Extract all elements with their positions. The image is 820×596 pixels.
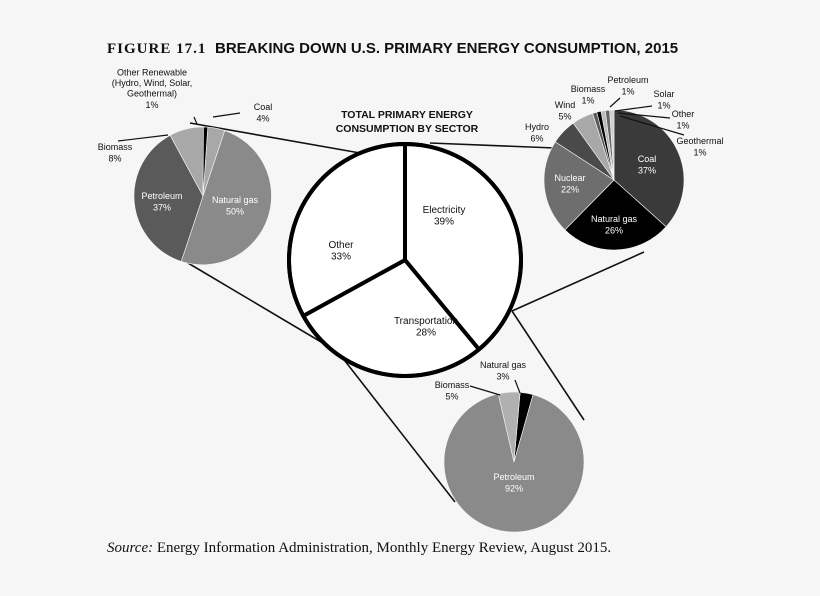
other-value-biomass: 8%	[108, 154, 121, 164]
other-label-other-renewable-hydro-wind-solar-geothermal: Other Renewable	[117, 68, 187, 78]
pie-transportation	[443, 391, 585, 533]
transportation-label-biomass: Biomass	[435, 380, 470, 390]
electricity-leader-solar	[614, 105, 653, 112]
pie-electricity	[543, 109, 685, 251]
transportation-leader-biomass	[469, 385, 501, 396]
other-slice-natural-gas	[180, 130, 272, 266]
total-title: CONSUMPTION BY SECTOR	[336, 123, 479, 135]
other-value-coal: 4%	[256, 114, 269, 124]
transportation-label-petroleum: Petroleum	[493, 472, 534, 482]
electricity-label-solar: Solar	[653, 89, 674, 99]
connector-line	[511, 251, 645, 312]
total-value-electricity: 39%	[434, 217, 454, 228]
connector-line	[187, 262, 339, 353]
electricity-label-biomass: Biomass	[571, 84, 606, 94]
transportation-slice-petroleum	[443, 393, 585, 533]
source-note: Source: Energy Information Administratio…	[107, 540, 611, 557]
source-text: Energy Information Administration, Month…	[156, 540, 612, 556]
electricity-slice-nuclear	[543, 141, 615, 231]
other-value-petroleum: 37%	[153, 203, 171, 213]
electricity-label-hydro: Hydro	[525, 122, 549, 132]
electricity-label-geothermal: Geothermal	[676, 136, 723, 146]
other-leader-other-renewable-hydro-wind-solar-geothermal	[193, 116, 198, 125]
other-label-petroleum: Petroleum	[141, 191, 182, 201]
electricity-value-nuclear: 22%	[561, 185, 579, 195]
figure-label: FIGURE 17.1	[107, 41, 206, 57]
electricity-label-natural-gas: Natural gas	[591, 214, 638, 224]
other-label-biomass: Biomass	[98, 142, 133, 152]
electricity-value-other: 1%	[676, 121, 689, 131]
other-leader-coal	[212, 112, 241, 118]
electricity-label-coal: Coal	[638, 154, 657, 164]
electricity-value-biomass: 1%	[581, 96, 594, 106]
connector-line	[511, 310, 585, 421]
electricity-leader-petroleum	[609, 97, 621, 108]
pie-other	[133, 126, 272, 266]
electricity-leader-other	[617, 112, 671, 119]
total-label-electricity: Electricity	[423, 205, 466, 216]
pie-labels: Electricity39%Transportation28%Other33%T…	[98, 68, 724, 494]
other-label-coal: Coal	[254, 102, 273, 112]
electricity-value-geothermal: 1%	[693, 148, 706, 158]
electricity-label-wind: Wind	[555, 100, 576, 110]
other-value-natural-gas: 50%	[226, 207, 244, 217]
transportation-leader-natural-gas	[514, 379, 521, 394]
total-value-other: 33%	[331, 252, 351, 263]
electricity-slice-coal	[613, 109, 685, 228]
transportation-label-natural-gas: Natural gas	[480, 360, 527, 370]
electricity-label-other: Other	[672, 109, 695, 119]
connector-line	[429, 142, 556, 149]
transportation-value-natural-gas: 3%	[496, 372, 509, 382]
other-leader-biomass	[117, 134, 169, 142]
electricity-slice-geothermal	[609, 109, 615, 181]
electricity-value-solar: 1%	[657, 101, 670, 111]
other-label-other-renewable-hydro-wind-solar-geothermal: Geothermal)	[127, 89, 177, 99]
total-value-transportation: 28%	[416, 328, 436, 339]
electricity-value-wind: 5%	[558, 112, 571, 122]
other-value-other-renewable-hydro-wind-solar-geothermal: 1%	[145, 100, 158, 110]
connector-lines	[187, 122, 645, 503]
pie-charts	[133, 109, 685, 533]
transportation-value-petroleum: 92%	[505, 484, 523, 494]
total-title: TOTAL PRIMARY ENERGY	[341, 109, 473, 121]
electricity-label-petroleum: Petroleum	[607, 75, 648, 85]
electricity-value-hydro: 6%	[530, 134, 543, 144]
total-pie-outline	[287, 142, 523, 378]
other-slice-other-renewable-hydro-wind-solar-geothermal	[202, 126, 209, 197]
electricity-value-coal: 37%	[638, 166, 656, 176]
electricity-label-nuclear: Nuclear	[554, 173, 585, 183]
electricity-value-natural-gas: 26%	[605, 226, 623, 236]
source-prefix: Source:	[107, 540, 154, 556]
pie-total	[287, 142, 523, 378]
transportation-value-biomass: 5%	[445, 392, 458, 402]
total-label-other: Other	[328, 240, 354, 251]
other-slice-petroleum	[133, 135, 204, 262]
connector-line	[337, 351, 456, 503]
electricity-slice-natural-gas	[564, 179, 667, 251]
total-label-transportation: Transportation	[394, 316, 458, 327]
figure-title: BREAKING DOWN U.S. PRIMARY ENERGY CONSUM…	[215, 40, 678, 57]
other-label-natural-gas: Natural gas	[212, 195, 259, 205]
electricity-leader-geothermal	[619, 115, 685, 136]
electricity-value-petroleum: 1%	[621, 87, 634, 97]
connector-line	[189, 122, 361, 154]
other-label-other-renewable-hydro-wind-solar-geothermal: (Hydro, Wind, Solar,	[112, 78, 193, 88]
